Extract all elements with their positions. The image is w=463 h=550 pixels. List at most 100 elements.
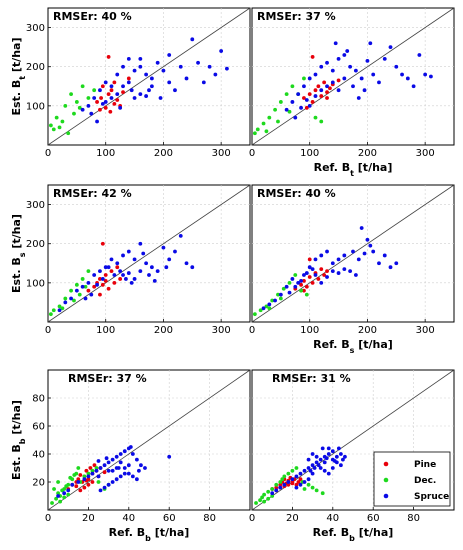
data-point-pine	[336, 78, 341, 83]
data-point-spruce	[325, 60, 329, 65]
data-point-spruce	[319, 88, 324, 93]
panel-Bt-RMSEr-40: 0 100 200 300 100 200 300 RMSEr: 40 % Est. Bt [t…	[10, 7, 251, 159]
x-tick-label: 0	[45, 325, 51, 336]
data-point-spruce	[368, 243, 373, 248]
data-point-spruce	[299, 279, 303, 283]
data-point-pine	[316, 277, 321, 281]
data-point-pine	[112, 102, 117, 106]
data-point-dec	[284, 92, 289, 97]
data-point-dec	[51, 308, 56, 313]
data-point-dec	[57, 125, 62, 130]
data-point-dec	[76, 466, 81, 470]
data-point-spruce	[138, 92, 143, 97]
data-point-spruce	[98, 488, 103, 493]
data-point-spruce	[282, 482, 287, 487]
panel-Bs-RMSEr-42: 0 100 200 300 100 200 300 RMSEr: 42 % Est. Bs [t…	[10, 184, 251, 336]
data-point-spruce	[69, 296, 73, 301]
data-point-spruce	[336, 56, 341, 61]
identity-line	[251, 7, 455, 146]
data-point-spruce	[341, 457, 345, 462]
data-point-dec	[92, 88, 97, 93]
y-axis-label: Est. Bb [t/ha]	[10, 400, 27, 480]
data-point-spruce	[114, 454, 119, 459]
data-point-spruce	[353, 273, 358, 277]
data-point-spruce	[190, 265, 195, 270]
data-point-pine	[102, 470, 107, 475]
data-point-spruce	[359, 226, 364, 230]
data-point-spruce	[138, 64, 143, 69]
data-point-spruce	[149, 84, 154, 89]
y-tick-label: 300	[26, 200, 45, 211]
data-point-dec	[63, 103, 68, 108]
data-point-spruce	[152, 279, 157, 283]
x-axis-label: Ref. Bs [t/ha]	[313, 338, 393, 355]
data-point-spruce	[124, 277, 128, 281]
data-point-pine	[325, 269, 329, 274]
data-point-pine	[106, 286, 111, 291]
data-point-pine	[307, 92, 312, 97]
rmse-annotation: RMSEr: 37 %	[257, 10, 336, 23]
data-point-spruce	[362, 88, 367, 93]
data-point-dec	[281, 286, 286, 291]
data-point-dec	[80, 84, 85, 89]
rmse-annotation: RMSEr: 37 %	[68, 372, 147, 385]
data-point-dec	[72, 473, 77, 477]
data-point-spruce	[155, 269, 160, 274]
data-point-spruce	[310, 267, 315, 272]
data-point-spruce	[86, 280, 91, 285]
data-point-dec	[56, 480, 60, 484]
y-tick-label: 100	[26, 278, 45, 289]
data-point-spruce	[356, 96, 361, 100]
data-point-spruce	[96, 474, 101, 479]
data-point-dec	[258, 498, 262, 503]
data-point-spruce	[296, 280, 301, 285]
data-point-spruce	[334, 454, 339, 459]
data-point-dec	[264, 304, 269, 309]
data-point-spruce	[338, 452, 343, 456]
data-point-spruce	[326, 446, 331, 451]
data-point-pine	[302, 279, 306, 283]
data-point-dec	[287, 109, 292, 114]
y-tick-label: 20	[32, 478, 45, 489]
data-point-spruce	[190, 37, 195, 42]
data-point-spruce	[63, 300, 68, 305]
data-point-pine	[92, 463, 97, 468]
data-point-spruce	[319, 64, 324, 69]
data-point-dec	[252, 131, 257, 136]
data-point-spruce	[307, 265, 312, 270]
data-point-spruce	[134, 477, 139, 482]
data-point-spruce	[336, 446, 341, 451]
data-point-spruce	[121, 273, 125, 277]
data-point-spruce	[167, 53, 172, 57]
data-point-spruce	[371, 72, 376, 77]
data-point-spruce	[132, 257, 137, 262]
data-point-dec	[63, 296, 68, 301]
data-point-spruce	[121, 64, 125, 69]
data-point-spruce	[141, 251, 146, 256]
data-point-dec	[80, 277, 85, 281]
data-point-pine	[304, 284, 309, 289]
data-point-spruce	[330, 80, 335, 85]
data-point-spruce	[353, 68, 358, 73]
legend-label-dec: Dec.	[414, 476, 436, 486]
data-point-spruce	[310, 452, 315, 456]
data-point-spruce	[306, 477, 311, 482]
x-tick-label: 60	[367, 513, 380, 524]
data-point-dec	[255, 127, 260, 132]
data-point-spruce	[312, 466, 317, 470]
data-point-spruce	[359, 76, 364, 81]
data-point-dec	[48, 123, 53, 128]
data-point-spruce	[304, 98, 309, 102]
data-point-pine	[290, 481, 295, 486]
data-point-spruce	[103, 100, 108, 104]
data-point-spruce	[147, 273, 151, 277]
data-point-dec	[77, 292, 82, 297]
data-point-dec	[54, 115, 59, 120]
data-point-spruce	[345, 49, 350, 53]
y-tick-label: 300	[26, 23, 45, 34]
y-axis-label: Est. Bs [t/ha]	[10, 214, 27, 293]
data-point-spruce	[394, 64, 399, 69]
data-point-spruce	[343, 454, 347, 459]
data-point-spruce	[86, 474, 91, 479]
data-point-pine	[86, 482, 91, 487]
